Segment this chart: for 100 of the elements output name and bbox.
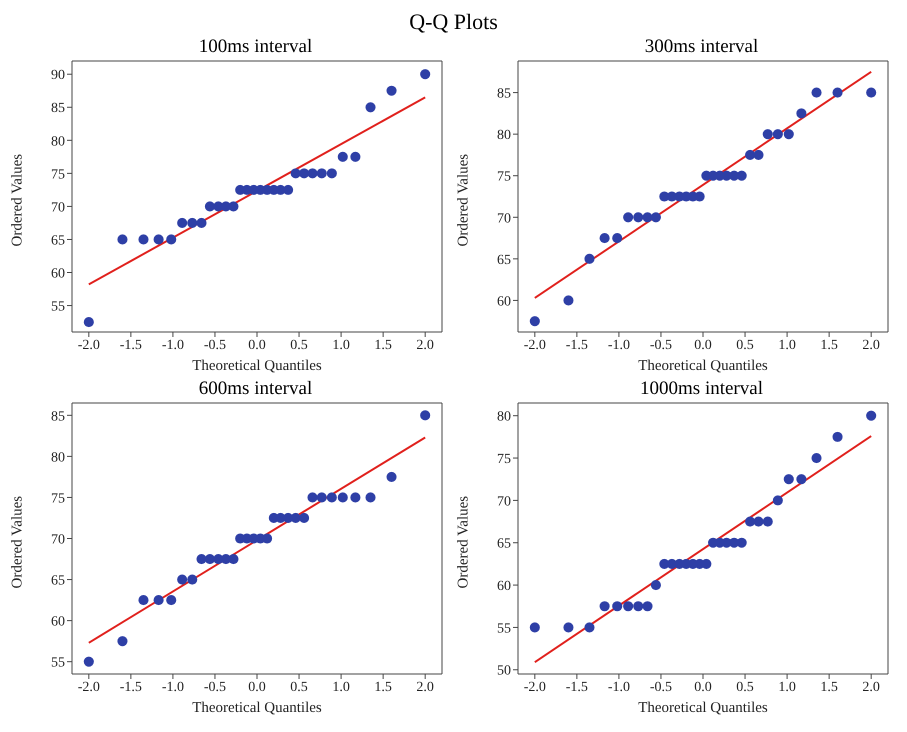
- point: [623, 601, 634, 612]
- y-tick-label: 60: [51, 614, 65, 630]
- point: [600, 233, 610, 244]
- y-axis-title: Ordered Values: [9, 154, 26, 246]
- point: [350, 152, 360, 162]
- point: [228, 554, 238, 564]
- point: [290, 168, 301, 178]
- x-tick-label: -1.5: [566, 680, 588, 695]
- x-tick-label: 0.0: [248, 680, 266, 695]
- y-tick-label: 70: [51, 532, 65, 548]
- x-axis-title: Theoretical Quantiles: [638, 358, 768, 374]
- x-tick-label: -2.0: [524, 680, 546, 695]
- point: [745, 516, 756, 527]
- point: [530, 622, 540, 632]
- y-tick-label: 75: [497, 452, 511, 468]
- point: [694, 191, 705, 202]
- chart-title: 1000ms interval: [639, 378, 764, 400]
- point: [600, 601, 610, 612]
- point: [796, 474, 806, 484]
- x-tick-label: 2.0: [862, 680, 880, 695]
- y-tick-label: 60: [497, 579, 511, 594]
- point: [650, 212, 661, 222]
- x-tick-label: 2.0: [862, 338, 880, 353]
- point: [177, 218, 188, 228]
- point: [228, 201, 238, 212]
- point: [365, 492, 376, 502]
- point: [753, 150, 764, 160]
- y-tick-label: 80: [51, 134, 65, 150]
- x-tick-label: 0.5: [290, 338, 308, 353]
- y-tick-label: 55: [51, 656, 65, 671]
- point: [316, 492, 327, 502]
- point: [563, 295, 574, 306]
- y-axis-title: Ordered Values: [455, 154, 472, 246]
- point: [584, 622, 595, 632]
- x-tick-label: 1.5: [374, 680, 392, 695]
- point: [187, 218, 198, 228]
- point: [117, 636, 128, 646]
- x-tick-label: 2.0: [416, 680, 434, 695]
- point: [784, 129, 794, 140]
- point: [84, 317, 94, 328]
- x-tick-label: -1.5: [120, 338, 142, 353]
- point: [772, 129, 783, 140]
- point: [316, 168, 327, 178]
- point: [138, 595, 149, 606]
- point: [350, 492, 360, 502]
- x-tick-label: 1.0: [332, 680, 350, 695]
- y-axis-title: Ordered Values: [9, 496, 26, 588]
- point: [196, 218, 207, 228]
- point: [166, 234, 176, 244]
- y-tick-label: 65: [51, 233, 65, 248]
- point: [177, 574, 188, 585]
- point: [633, 601, 644, 612]
- point: [753, 516, 764, 527]
- x-axis-title: Theoretical Quantiles: [192, 700, 322, 716]
- x-tick-label: -1.0: [162, 338, 184, 353]
- point: [832, 432, 843, 442]
- y-tick-label: 60: [497, 294, 511, 310]
- y-tick-label: 70: [51, 200, 65, 216]
- point: [650, 580, 661, 590]
- point: [338, 492, 348, 502]
- point: [866, 88, 876, 98]
- point: [204, 554, 215, 564]
- y-tick-label: 90: [51, 68, 65, 84]
- x-tick-label: 1.0: [778, 338, 796, 353]
- point: [633, 212, 644, 222]
- x-tick-label: -0.5: [650, 680, 672, 695]
- point: [187, 574, 198, 585]
- y-tick-label: 60: [51, 266, 65, 282]
- point: [307, 168, 318, 178]
- point: [299, 168, 310, 178]
- point: [612, 233, 622, 244]
- x-axis-title: Theoretical Quantiles: [638, 700, 768, 716]
- point: [338, 152, 348, 162]
- point: [811, 88, 822, 98]
- x-tick-label: -1.0: [162, 680, 184, 695]
- x-tick-label: 1.5: [374, 338, 392, 353]
- point: [762, 129, 773, 140]
- point: [420, 69, 430, 80]
- y-tick-label: 55: [51, 300, 65, 315]
- y-tick-label: 85: [51, 101, 65, 116]
- point: [299, 512, 310, 524]
- y-tick-label: 70: [497, 494, 511, 510]
- x-tick-label: 0.0: [248, 338, 266, 353]
- y-tick-label: 70: [497, 211, 511, 226]
- y-tick-label: 75: [497, 170, 511, 185]
- point: [365, 102, 376, 112]
- point: [166, 595, 176, 606]
- x-tick-label: -0.5: [204, 680, 226, 695]
- x-tick-label: 0.5: [736, 680, 754, 695]
- x-tick-label: 0.0: [694, 338, 712, 353]
- point: [326, 168, 337, 178]
- point: [196, 554, 207, 564]
- x-tick-label: -1.0: [608, 338, 630, 353]
- point: [772, 495, 783, 506]
- point: [290, 512, 301, 524]
- point: [736, 170, 747, 181]
- y-tick-label: 65: [51, 574, 65, 589]
- point: [262, 533, 272, 544]
- point: [386, 86, 397, 96]
- x-tick-label: 1.5: [820, 680, 838, 695]
